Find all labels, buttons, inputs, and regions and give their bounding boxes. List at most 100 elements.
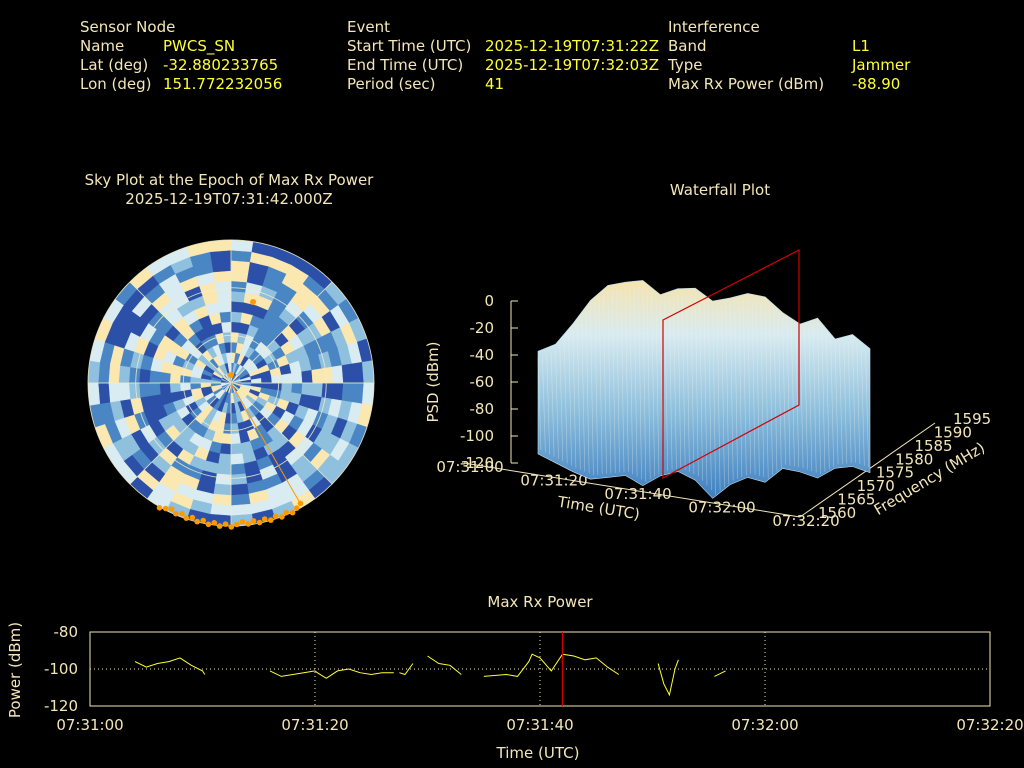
sky-cell — [211, 260, 232, 273]
z-tick-label: -60 — [470, 373, 495, 391]
psd-streak — [607, 291, 612, 474]
sky-cell — [214, 280, 232, 293]
maxrx-trace — [714, 670, 726, 677]
psd-streak — [778, 314, 782, 468]
maxrx-y-tick-label: -100 — [44, 660, 78, 678]
maxrx-x-ticks: 07:31:00 07:31:20 07:31:40 07:32:00 07:32:20 — [56, 716, 1023, 734]
satellite-marker — [189, 514, 196, 521]
satellite-marker — [222, 521, 229, 527]
sky-cell — [351, 361, 365, 384]
maxrx-x-tick-label: 07:32:20 — [956, 716, 1023, 734]
sky-cell — [108, 382, 121, 403]
psd-streak — [642, 286, 647, 482]
maxrx-trace — [134, 657, 206, 675]
psd-streak — [769, 306, 773, 475]
waterfall-plot: 0-20-40-60-80-100-120 07:31:0007:31:2007… — [424, 249, 991, 530]
satellite-marker — [200, 517, 206, 524]
psd-streak — [861, 347, 865, 466]
sky-cell — [149, 369, 161, 384]
psd-streak — [563, 339, 568, 464]
sky-cell — [230, 311, 243, 323]
psd-surface-face — [537, 280, 871, 499]
sky-cell — [118, 382, 131, 401]
sky-cell — [214, 473, 232, 486]
psd-streak — [612, 290, 616, 473]
psd-streak — [795, 327, 799, 468]
event-start-label: Start Time (UTC) — [347, 37, 472, 55]
sky-cell — [361, 382, 374, 406]
psd-streak — [839, 343, 843, 464]
maxrx-trace — [657, 659, 679, 697]
sky-cell — [230, 249, 253, 263]
psd-streak — [594, 302, 599, 475]
psd-streak — [585, 312, 590, 474]
sky-cell — [230, 423, 240, 435]
satellite-marker — [205, 521, 212, 528]
sky-cell — [179, 382, 191, 392]
sky-cell — [138, 368, 151, 384]
satellite-marker — [250, 518, 257, 524]
freq-tick-label: 1595 — [953, 410, 991, 428]
maxrx-x-axis-title: Time (UTC) — [496, 744, 580, 762]
psd-streak — [668, 297, 673, 470]
sky-cell — [128, 366, 141, 384]
satellite-marker — [272, 513, 279, 519]
sky-cell — [341, 363, 354, 384]
sky-cell — [230, 493, 251, 506]
sky-cell — [230, 443, 243, 455]
psd-streak — [673, 296, 677, 469]
maxrx-grid — [90, 632, 990, 706]
freq-tick-label: 1570 — [857, 477, 895, 495]
psd-streak — [625, 288, 629, 472]
satellite-marker — [245, 521, 252, 527]
z-tick-label: -120 — [460, 454, 494, 472]
sky-cell — [230, 260, 251, 273]
psd-streak — [747, 299, 751, 474]
sky-cell — [138, 382, 151, 398]
freq-tick-label: 1560 — [818, 504, 856, 522]
psd-streak — [843, 342, 848, 464]
psd-streak — [699, 297, 703, 481]
satellite-marker — [162, 505, 169, 512]
satellite-marker — [228, 524, 235, 530]
sky-cell — [230, 301, 245, 313]
freq-tick-label: 1565 — [837, 491, 875, 509]
sensor-lat-label: Lat (deg) — [80, 56, 149, 74]
psd-streak — [760, 302, 765, 478]
z-tick-label: -80 — [470, 400, 495, 418]
satellite-marker — [228, 372, 234, 378]
psd-streak — [716, 306, 721, 492]
sensor-lat-value: -32.880233765 — [163, 56, 279, 74]
interference-maxrx-label: Max Rx Power (dBm) — [668, 75, 825, 93]
maxrx-x-tick-label: 07:31:40 — [506, 716, 573, 734]
interference-type-value: Jammer — [852, 56, 911, 74]
sky-cell — [149, 382, 161, 397]
psd-streak — [598, 298, 603, 475]
psd-streak — [782, 318, 786, 465]
sky-cell — [219, 443, 232, 455]
event-end-label: End Time (UTC) — [347, 56, 464, 74]
sky-cell — [230, 503, 253, 517]
sky-cell — [321, 366, 334, 384]
satellite-marker — [297, 500, 304, 507]
skyplot-heatmap — [88, 240, 374, 526]
sensor-name-label: Name — [80, 37, 125, 55]
maxrx-x-tick-label: 07:32:00 — [731, 716, 798, 734]
sky-cell — [88, 382, 101, 406]
psd-streak — [821, 329, 826, 472]
psd-streak — [559, 345, 564, 462]
satellite-marker — [179, 510, 185, 517]
satellite-marker — [256, 519, 263, 526]
psd-streak — [743, 300, 747, 476]
event-start-value: 2025-12-19T07:31:22Z — [485, 37, 659, 55]
psd-streak — [651, 293, 655, 477]
sky-cell — [217, 301, 232, 313]
sky-cell — [230, 483, 249, 496]
satellite-marker — [194, 518, 200, 525]
sky-cell — [331, 365, 344, 384]
sky-cell — [291, 371, 303, 384]
time-axis-line — [463, 462, 801, 518]
satellite-marker — [239, 519, 246, 525]
interference-band-label: Band — [668, 37, 707, 55]
